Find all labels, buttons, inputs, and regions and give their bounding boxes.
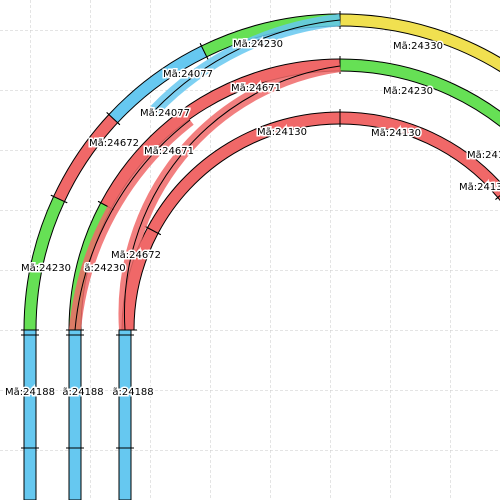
labels: Mã:24230 Mã:24330 Mã:24077 Mã:24671 Mã:24230… — [4, 38, 500, 400]
joint — [495, 195, 500, 200]
rail-edge — [117, 56, 207, 124]
straight-track — [68, 329, 82, 500]
track-label: Mã:24230 — [383, 86, 433, 97]
rail-edge — [68, 202, 102, 331]
track-label: Mã:24188 — [5, 387, 55, 398]
joint — [106, 112, 121, 126]
track-label: Mã:24077 — [140, 108, 190, 119]
rail-edge — [123, 65, 341, 331]
rail-edge — [154, 19, 341, 111]
rail-edge — [339, 25, 500, 73]
joint — [144, 225, 161, 236]
straight-track — [118, 329, 132, 500]
joint — [199, 43, 209, 60]
track-label: Mã:24130 — [459, 182, 500, 193]
track-label: ã:24230 — [84, 263, 125, 274]
track-label: Mã:24130 — [467, 150, 500, 161]
rail-edge — [35, 201, 65, 331]
track-segment — [108, 45, 207, 123]
track-label: Mã:24672 — [111, 250, 161, 261]
track-segment — [147, 112, 341, 234]
track-segment — [339, 14, 500, 72]
track-label: Mã:24230 — [233, 39, 283, 50]
rail-edge — [74, 119, 191, 331]
rail-edge — [64, 122, 119, 202]
rail-edge — [133, 233, 159, 331]
track-label: Mã:24077 — [163, 69, 213, 80]
joint — [50, 194, 68, 204]
track-segment — [339, 59, 500, 127]
track-segment — [24, 196, 65, 331]
track-segment — [53, 114, 118, 202]
track-label: Mã:24671 — [144, 146, 194, 157]
track-label: Mã:24230 — [21, 263, 71, 274]
track-label: Mã:24130 — [371, 128, 421, 139]
rail-edge — [147, 111, 341, 228]
rail-edge — [100, 58, 341, 204]
rail-edge — [339, 58, 500, 112]
rail-edge — [157, 123, 341, 234]
track-label: ã:24188 — [112, 387, 153, 398]
straight-track — [23, 329, 37, 500]
track-label: Mã:24672 — [89, 138, 139, 149]
track-label: ã:24188 — [62, 387, 103, 398]
rail-edge — [339, 111, 500, 183]
tracks — [21, 11, 500, 500]
rail-edge — [201, 13, 341, 47]
track-label: Mã:24671 — [231, 83, 281, 94]
track-segment — [339, 112, 500, 198]
rail-edge — [339, 70, 500, 127]
track-segment — [100, 59, 341, 209]
rail-edge — [339, 13, 500, 59]
track-label: Mã:24130 — [257, 127, 307, 138]
track-label: Mã:24330 — [393, 41, 443, 52]
rail-edge — [53, 114, 110, 197]
rail-edge — [108, 45, 202, 115]
rail-edge — [339, 123, 499, 198]
rail-edge — [23, 196, 55, 331]
